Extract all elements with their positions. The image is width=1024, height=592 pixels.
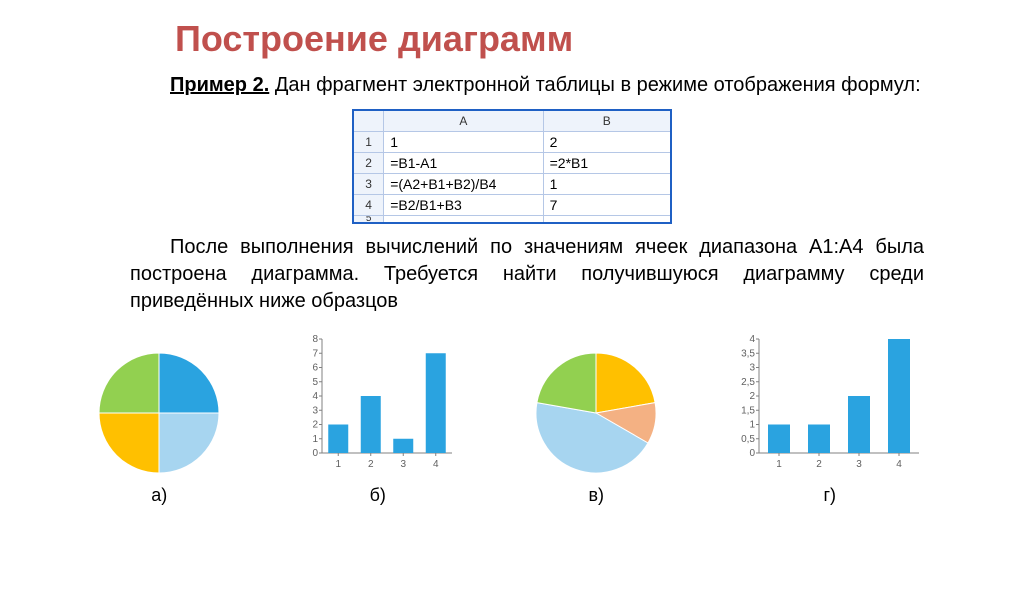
table-row: 5 <box>353 216 671 224</box>
bar-chart-d: 0 0,5 1 1,5 2 2,5 3 3,5 4 1 2 3 4 <box>735 333 925 473</box>
svg-text:4: 4 <box>749 334 755 345</box>
svg-text:3,5: 3,5 <box>741 348 755 359</box>
cell-a4: =B2/B1+B3 <box>384 195 543 216</box>
cell-b3: 1 <box>543 174 671 195</box>
table-row: 1 1 2 <box>353 132 671 153</box>
svg-text:2,5: 2,5 <box>741 377 755 388</box>
svg-text:1: 1 <box>335 459 341 470</box>
svg-text:0,5: 0,5 <box>741 434 755 445</box>
svg-text:4: 4 <box>433 459 439 470</box>
row-header: 2 <box>353 153 384 174</box>
svg-text:3: 3 <box>312 405 318 416</box>
chart-a-label: а) <box>99 485 219 506</box>
chart-d-label: г) <box>735 485 925 506</box>
table-row: 3 =(A2+B1+B2)/B4 1 <box>353 174 671 195</box>
chart-d-cell: 0 0,5 1 1,5 2 2,5 3 3,5 4 1 2 3 4 г) <box>735 333 925 506</box>
svg-text:6: 6 <box>312 363 318 374</box>
svg-text:2: 2 <box>312 420 318 431</box>
svg-text:3: 3 <box>400 459 406 470</box>
paragraph-1: Пример 2. Дан фрагмент электронной табли… <box>130 72 924 99</box>
pie-chart-a <box>99 353 219 473</box>
cell-a1: 1 <box>384 132 543 153</box>
svg-text:3: 3 <box>856 459 862 470</box>
example-label: Пример 2. <box>170 74 269 96</box>
cell-a2: =B1-A1 <box>384 153 543 174</box>
col-header-b: B <box>543 110 671 132</box>
svg-text:2: 2 <box>816 459 822 470</box>
row-header: 3 <box>353 174 384 195</box>
svg-text:4: 4 <box>312 391 318 402</box>
svg-text:8: 8 <box>312 334 318 345</box>
col-header-blank <box>353 110 384 132</box>
svg-text:4: 4 <box>896 459 902 470</box>
chart-c-label: в) <box>536 485 656 506</box>
row-header: 5 <box>353 216 384 224</box>
cell-a3: =(A2+B1+B2)/B4 <box>384 174 543 195</box>
svg-text:1: 1 <box>749 420 755 431</box>
paragraph-1-text: Дан фрагмент электронной таблицы в режим… <box>269 74 920 96</box>
cell-b2: =2*B1 <box>543 153 671 174</box>
table-row: 4 =B2/B1+B3 7 <box>353 195 671 216</box>
row-header: 1 <box>353 132 384 153</box>
svg-text:3: 3 <box>749 363 755 374</box>
chart-b-label: б) <box>298 485 458 506</box>
chart-c-cell: в) <box>536 353 656 506</box>
charts-row: а) 0 1 2 3 4 5 6 7 8 1 2 3 4 б) в) 0 0,5 1 1,5 2 2,5 3 3,5 4… <box>60 333 964 506</box>
svg-text:2: 2 <box>749 391 755 402</box>
col-header-a: A <box>384 110 543 132</box>
cell-b4: 7 <box>543 195 671 216</box>
svg-text:5: 5 <box>312 377 318 388</box>
spreadsheet-table: A B 1 1 2 2 =B1-A1 =2*B1 3 =(A2+B1+B2)/B… <box>352 109 672 224</box>
svg-text:2: 2 <box>368 459 374 470</box>
table-row: 2 =B1-A1 =2*B1 <box>353 153 671 174</box>
bar-chart-b: 0 1 2 3 4 5 6 7 8 1 2 3 4 <box>298 333 458 473</box>
cell-b5 <box>543 216 671 224</box>
table-header-row: A B <box>353 110 671 132</box>
row-header: 4 <box>353 195 384 216</box>
page-title: Построение диаграмм <box>175 18 1024 60</box>
svg-text:0: 0 <box>749 448 755 459</box>
pie-chart-c <box>536 353 656 473</box>
spreadsheet-fragment: A B 1 1 2 2 =B1-A1 =2*B1 3 =(A2+B1+B2)/B… <box>352 109 672 224</box>
cell-b1: 2 <box>543 132 671 153</box>
cell-a5 <box>384 216 543 224</box>
chart-b-cell: 0 1 2 3 4 5 6 7 8 1 2 3 4 б) <box>298 333 458 506</box>
svg-text:1,5: 1,5 <box>741 405 755 416</box>
paragraph-2-text: После выполнения вычислений по значениям… <box>130 236 924 312</box>
svg-text:0: 0 <box>312 448 318 459</box>
svg-text:1: 1 <box>312 434 318 445</box>
paragraph-2: После выполнения вычислений по значениям… <box>130 234 924 315</box>
svg-text:7: 7 <box>312 348 318 359</box>
chart-a-cell: а) <box>99 353 219 506</box>
svg-text:1: 1 <box>776 459 782 470</box>
